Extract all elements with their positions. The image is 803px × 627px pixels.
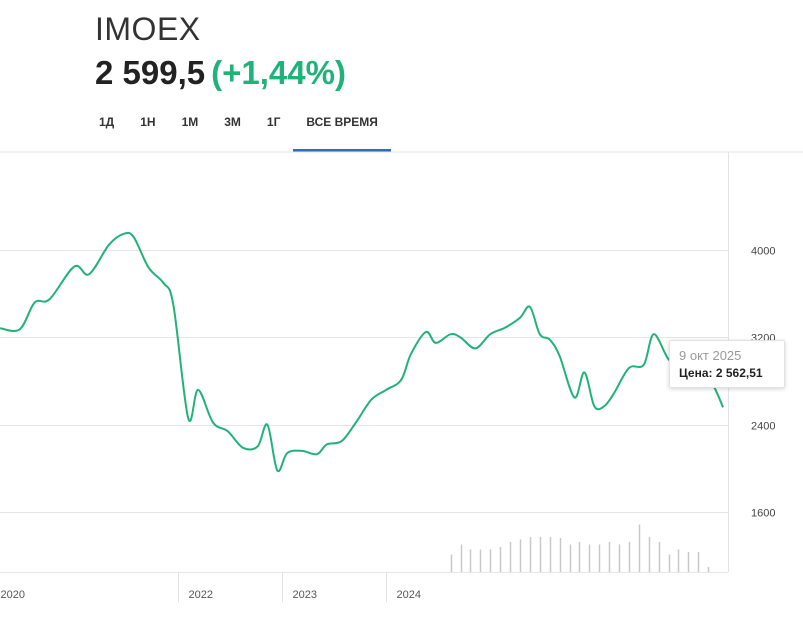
x-tick-label: 2020 (1, 589, 25, 601)
x-tick-label: 2023 (293, 589, 317, 601)
current-price: 2 599,5 (95, 54, 206, 91)
period-tabs: 1Д 1Н 1М 3М 1Г ВСЕ ВРЕМЯ (86, 106, 391, 152)
tab-1y[interactable]: 1Г (266, 115, 281, 129)
tab-1w[interactable]: 1Н (140, 115, 156, 129)
y-tick-label: 4000 (751, 246, 775, 258)
tooltip-price: Цена: 2 562,51 (679, 366, 763, 380)
y-tick-label: 1600 (751, 508, 775, 520)
x-tick-label: 2024 (397, 589, 421, 601)
price-line (0, 231, 724, 473)
price-tooltip: 9 окт 2025 Цена: 2 562,51 (669, 340, 785, 388)
tab-3m[interactable]: 3М (224, 115, 241, 129)
ticker-title: IMOEX (95, 11, 201, 47)
tab-1d[interactable]: 1Д (99, 115, 115, 129)
tab-1m[interactable]: 1М (181, 115, 199, 129)
tooltip-date: 9 окт 2025 (679, 348, 742, 363)
price-change: (+1,44%) (211, 54, 346, 91)
price-row: 2 599,5 (+1,44%) (95, 54, 346, 92)
x-tick-label: 2022 (189, 589, 213, 601)
y-tick-label: 2400 (751, 421, 775, 433)
tab-all-time[interactable]: ВСЕ ВРЕМЯ (293, 106, 391, 152)
